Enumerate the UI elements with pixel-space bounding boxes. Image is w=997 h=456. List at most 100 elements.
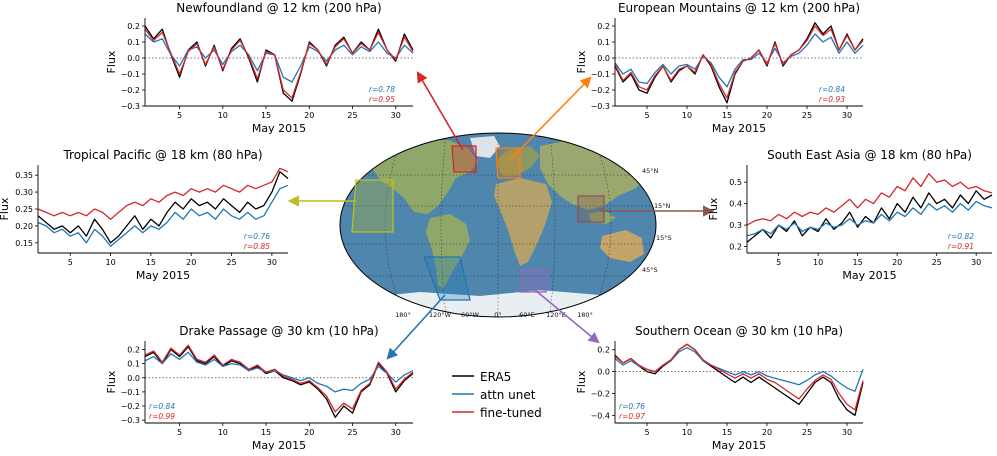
x-axis-label: May 2015	[252, 122, 306, 135]
x-axis-label: May 2015	[842, 269, 896, 282]
y-tick-label: −0.2	[121, 86, 140, 95]
r-fine-label: r=0.95	[369, 95, 395, 104]
x-tick-label: 20	[892, 258, 902, 267]
x-tick-label: 25	[802, 111, 812, 120]
antarctica	[340, 290, 656, 317]
australia	[600, 230, 644, 262]
y-tick-label: 0.2	[597, 22, 610, 31]
x-tick-label: 25	[802, 428, 812, 437]
series-line-era5	[37, 171, 289, 244]
series-line-attn	[746, 200, 993, 237]
y-tick-label: 0.2	[127, 22, 140, 31]
chart-title: Newfoundland @ 12 km (200 hPa)	[176, 1, 381, 15]
y-tick-label: 0.2	[729, 243, 742, 252]
series-line-era5	[614, 343, 864, 416]
y-tick-label: 0.1	[127, 360, 140, 369]
chart-title: Southern Ocean @ 30 km (10 hPa)	[635, 324, 843, 338]
series-line-attn	[614, 33, 864, 88]
legend-label-attn: attn unet	[480, 388, 536, 402]
x-tick-label: 15	[853, 258, 863, 267]
x-tick-label: 20	[186, 258, 196, 267]
r-fine-label: r=0.97	[619, 412, 645, 421]
x-axis-label: May 2015	[712, 439, 766, 452]
x-tick-label: 15	[261, 111, 271, 120]
y-tick-label: 0.2	[127, 345, 140, 354]
lon-label: 120°E	[546, 311, 566, 319]
y-tick-label: 0.3	[729, 221, 742, 230]
x-tick-label: 5	[68, 258, 73, 267]
x-tick-label: 10	[682, 428, 692, 437]
x-tick-label: 5	[644, 428, 649, 437]
series-line-era5	[144, 346, 414, 418]
y-tick-label: −0.2	[591, 86, 610, 95]
y-tick-label: 0.25	[15, 205, 33, 214]
series-line-fine	[614, 343, 864, 411]
se-asia-islands	[588, 210, 616, 224]
r-fine-label: r=0.85	[244, 242, 270, 251]
r-attn-label: r=0.82	[948, 232, 974, 241]
x-axis-label: May 2015	[252, 439, 306, 452]
y-tick-label: 0.2	[597, 346, 610, 355]
lon-label: 180°	[577, 311, 593, 319]
series-line-era5	[746, 190, 993, 243]
chart-newfoundland: Newfoundland @ 12 km (200 hPa) 5 10 15 20 25 3…	[105, 1, 414, 135]
europe	[496, 146, 540, 176]
y-tick-label: −0.1	[121, 70, 140, 79]
south-america	[426, 214, 470, 288]
region-pacific	[351, 179, 394, 233]
series-line-fine	[614, 25, 864, 99]
region-sea	[577, 195, 605, 223]
y-tick-label: 0.5	[729, 178, 742, 187]
r-attn-label: r=0.84	[819, 85, 845, 94]
x-tick-label: 25	[347, 111, 357, 120]
x-tick-label: 10	[682, 111, 692, 120]
y-axis-label: Flux	[575, 50, 588, 73]
r-attn-label: r=0.76	[619, 402, 645, 411]
y-tick-label: −0.1	[591, 70, 610, 79]
r-attn-label: r=0.84	[149, 402, 175, 411]
y-tick-label: −0.2	[591, 389, 610, 398]
series-line-fine	[746, 172, 993, 226]
x-tick-label: 15	[261, 428, 271, 437]
y-tick-label: 0.0	[127, 374, 140, 383]
r-fine-label: r=0.91	[948, 242, 974, 251]
x-tick-label: 20	[762, 111, 772, 120]
chart-title: Drake Passage @ 30 km (10 hPa)	[179, 324, 378, 338]
x-tick-label: 25	[932, 258, 942, 267]
y-tick-label: 0.20	[15, 222, 33, 231]
map-border	[339, 132, 657, 318]
y-axis-label: Flux	[0, 197, 11, 220]
region-southern	[519, 269, 549, 293]
chart-southern: Southern Ocean @ 30 km (10 hPa) 5 10 15 20 25…	[575, 324, 864, 452]
chart-drake: Drake Passage @ 30 km (10 hPa) 5 10 15 20 25 3…	[105, 324, 414, 452]
x-tick-label: 25	[347, 428, 357, 437]
x-tick-label: 10	[218, 428, 228, 437]
r-fine-label: r=0.99	[149, 412, 175, 421]
x-tick-label: 30	[842, 428, 852, 437]
y-tick-label: −0.2	[121, 402, 140, 411]
legend-label-era5: ERA5	[480, 370, 511, 384]
x-tick-label: 10	[813, 258, 823, 267]
lat-label: 15°S	[656, 234, 672, 242]
x-tick-label: 20	[762, 428, 772, 437]
lon-label: 60°W	[461, 311, 480, 319]
x-tick-label: 30	[391, 428, 401, 437]
y-tick-label: −0.3	[121, 102, 140, 111]
r-fine-label: r=0.93	[819, 95, 845, 104]
lon-label: 180°	[395, 311, 411, 319]
series-line-fine	[37, 167, 289, 220]
x-tick-label: 10	[105, 258, 115, 267]
x-tick-label: 30	[971, 258, 981, 267]
y-tick-label: −0.3	[121, 416, 140, 425]
y-tick-label: 0.30	[15, 188, 33, 197]
chart-title: European Mountains @ 12 km (200 hPa)	[618, 1, 860, 15]
map-graticule	[340, 133, 656, 317]
chart-pacific: Tropical Pacific @ 18 km (80 hPa) 5 10 15 20…	[0, 148, 289, 282]
y-tick-label: −0.1	[121, 388, 140, 397]
legend: ERA5 attn unet fine-tuned	[452, 370, 542, 420]
greenland	[470, 136, 500, 158]
y-tick-label: −0.3	[591, 102, 610, 111]
y-tick-label: −0.4	[591, 411, 610, 420]
y-tick-label: 0.35	[15, 171, 33, 180]
world-map: 45°N 15°N 15°S 45°S 180° 120°W 60°W 0° 6…	[339, 132, 672, 319]
